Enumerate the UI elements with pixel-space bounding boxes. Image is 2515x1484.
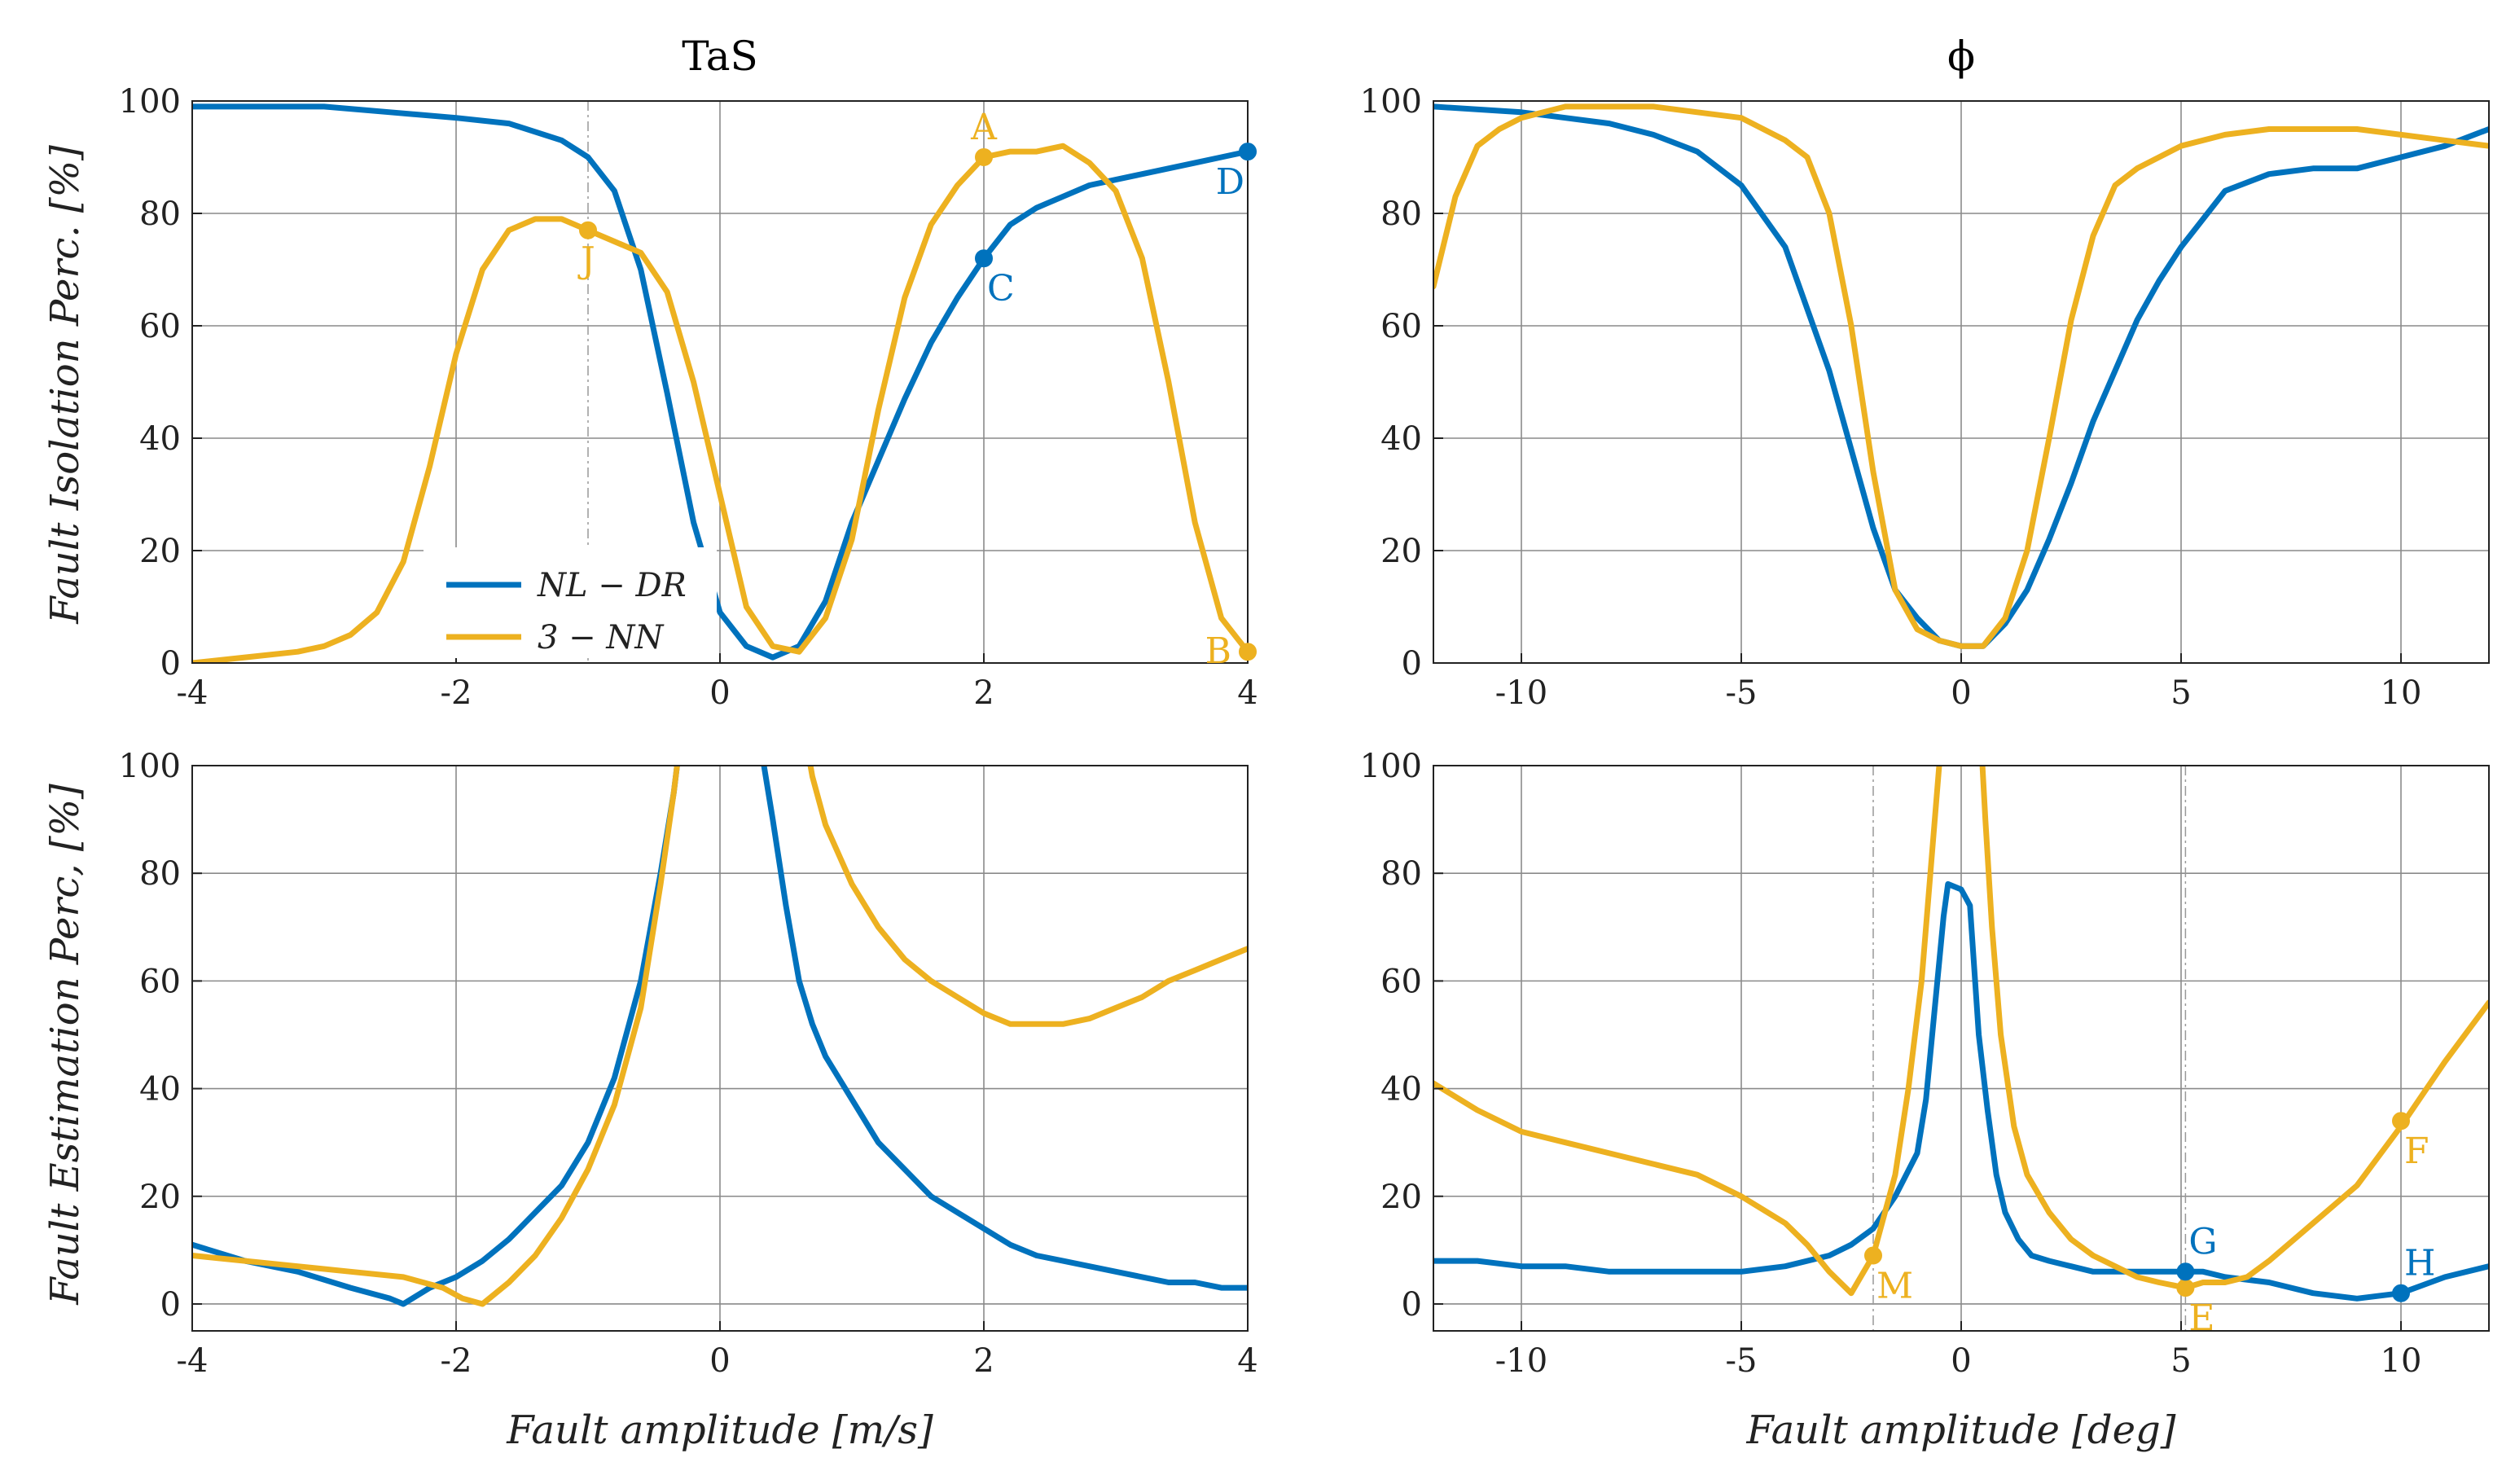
- x-tick-label: 2: [973, 1342, 994, 1380]
- series-line-3nn: [192, 143, 1248, 663]
- legend-label-nl-dr: NL − DR: [537, 567, 687, 604]
- y-tick-label: 40: [1380, 1071, 1422, 1109]
- x-tick-label: 0: [709, 1342, 730, 1380]
- annotation-marker-f: [2392, 1112, 2410, 1131]
- annotation-label-a: A: [970, 107, 998, 148]
- y-tick-label: 40: [139, 1071, 181, 1109]
- xlabel-tas: Fault amplitude [m/s]: [506, 1407, 933, 1453]
- annotation-label-m: M: [1876, 1265, 1913, 1306]
- annotation-marker-h: [2392, 1284, 2410, 1302]
- annotation-marker-g: [2176, 1262, 2195, 1281]
- y-tick-label: 0: [1402, 645, 1422, 683]
- x-tick-label: -10: [1495, 674, 1547, 712]
- series-line-nl-dr: [192, 103, 1248, 661]
- x-tick-label: 5: [2170, 674, 2191, 712]
- series-line-3nn: [1433, 103, 2489, 649]
- legend: NL − DR 3 − NN: [424, 547, 717, 658]
- x-tick-label: -5: [1726, 1342, 1758, 1380]
- ylabel-estimation: Fault Estimation Perc, [%]: [42, 784, 88, 1306]
- title-phi: ϕ: [1947, 33, 1975, 80]
- x-tick-label: 0: [1951, 1342, 1971, 1380]
- xlabel-phi: Fault amplitude [deg]: [1746, 1407, 2176, 1453]
- annotation-label-d: D: [1216, 161, 1244, 203]
- x-tick-label: -4: [177, 674, 208, 712]
- series-line-3nn: [1433, 766, 1942, 1297]
- y-tick-label: 60: [139, 963, 181, 1000]
- x-tick-label: 10: [2381, 674, 2422, 712]
- annotation-marker-m: [1864, 1246, 1882, 1265]
- legend-label-3nn: 3 − NN: [538, 619, 665, 656]
- x-tick-label: 10: [2381, 1342, 2422, 1380]
- annotation-marker-a: [975, 148, 993, 166]
- series-line-nl-dr: [1433, 103, 2489, 649]
- x-tick-label: -5: [1726, 674, 1758, 712]
- annotation-marker-b: [1239, 643, 1257, 661]
- annotation-label-h: H: [2404, 1243, 2435, 1284]
- x-tick-label: -2: [441, 1342, 472, 1380]
- series-line-3nn: [1979, 766, 2489, 1291]
- y-tick-label: 0: [160, 1286, 181, 1324]
- y-tick-label: 80: [139, 855, 181, 893]
- annotation-label-b: B: [1205, 630, 1231, 672]
- y-tick-label: 0: [1402, 1286, 1422, 1324]
- y-tick-label: 80: [1380, 195, 1422, 233]
- series-line-3nn: [192, 766, 680, 1307]
- series-line-3nn: [807, 766, 1248, 1027]
- y-tick-label: 20: [139, 533, 181, 570]
- annotation-marker-d: [1239, 143, 1257, 161]
- annotation-marker-j: [579, 221, 597, 239]
- title-tas: TaS: [682, 33, 758, 80]
- x-tick-label: 0: [709, 674, 730, 712]
- y-tick-label: 60: [139, 308, 181, 345]
- y-tick-label: 0: [160, 645, 181, 683]
- series-line-nl-dr: [1433, 880, 2489, 1302]
- y-tick-label: 20: [139, 1179, 181, 1216]
- x-tick-label: 2: [973, 674, 994, 712]
- annotation-marker-c: [975, 249, 993, 268]
- ylabel-isolation: Fault Isolation Perc. [%]: [42, 145, 88, 625]
- y-tick-label: 80: [1380, 855, 1422, 893]
- y-tick-label: 100: [119, 83, 181, 121]
- y-tick-label: 40: [139, 420, 181, 458]
- y-tick-label: 20: [1380, 533, 1422, 570]
- series-line-nl-dr: [761, 766, 1248, 1291]
- x-tick-label: 4: [1237, 1342, 1258, 1380]
- y-tick-label: 80: [139, 195, 181, 233]
- annotation-label-c: C: [987, 268, 1015, 310]
- x-tick-label: 4: [1237, 674, 1258, 712]
- y-tick-label: 100: [119, 748, 181, 785]
- x-tick-label: -4: [177, 1342, 208, 1380]
- y-tick-label: 60: [1380, 963, 1422, 1000]
- y-tick-label: 100: [1360, 748, 1422, 785]
- x-tick-label: -10: [1495, 1342, 1547, 1380]
- annotation-label-g: G: [2188, 1221, 2217, 1262]
- annotation-label-e: E: [2188, 1297, 2214, 1339]
- annotation-label-j: J: [577, 240, 595, 282]
- annotation-label-f: F: [2404, 1131, 2429, 1172]
- y-tick-label: 40: [1380, 420, 1422, 458]
- y-tick-label: 20: [1380, 1179, 1422, 1216]
- x-tick-label: -2: [441, 674, 472, 712]
- x-tick-label: 5: [2170, 1342, 2191, 1380]
- annotation-marker-e: [2176, 1279, 2195, 1297]
- series-line-nl-dr: [192, 766, 680, 1307]
- y-tick-label: 60: [1380, 308, 1422, 345]
- y-tick-label: 100: [1360, 83, 1422, 121]
- x-tick-label: 0: [1951, 674, 1971, 712]
